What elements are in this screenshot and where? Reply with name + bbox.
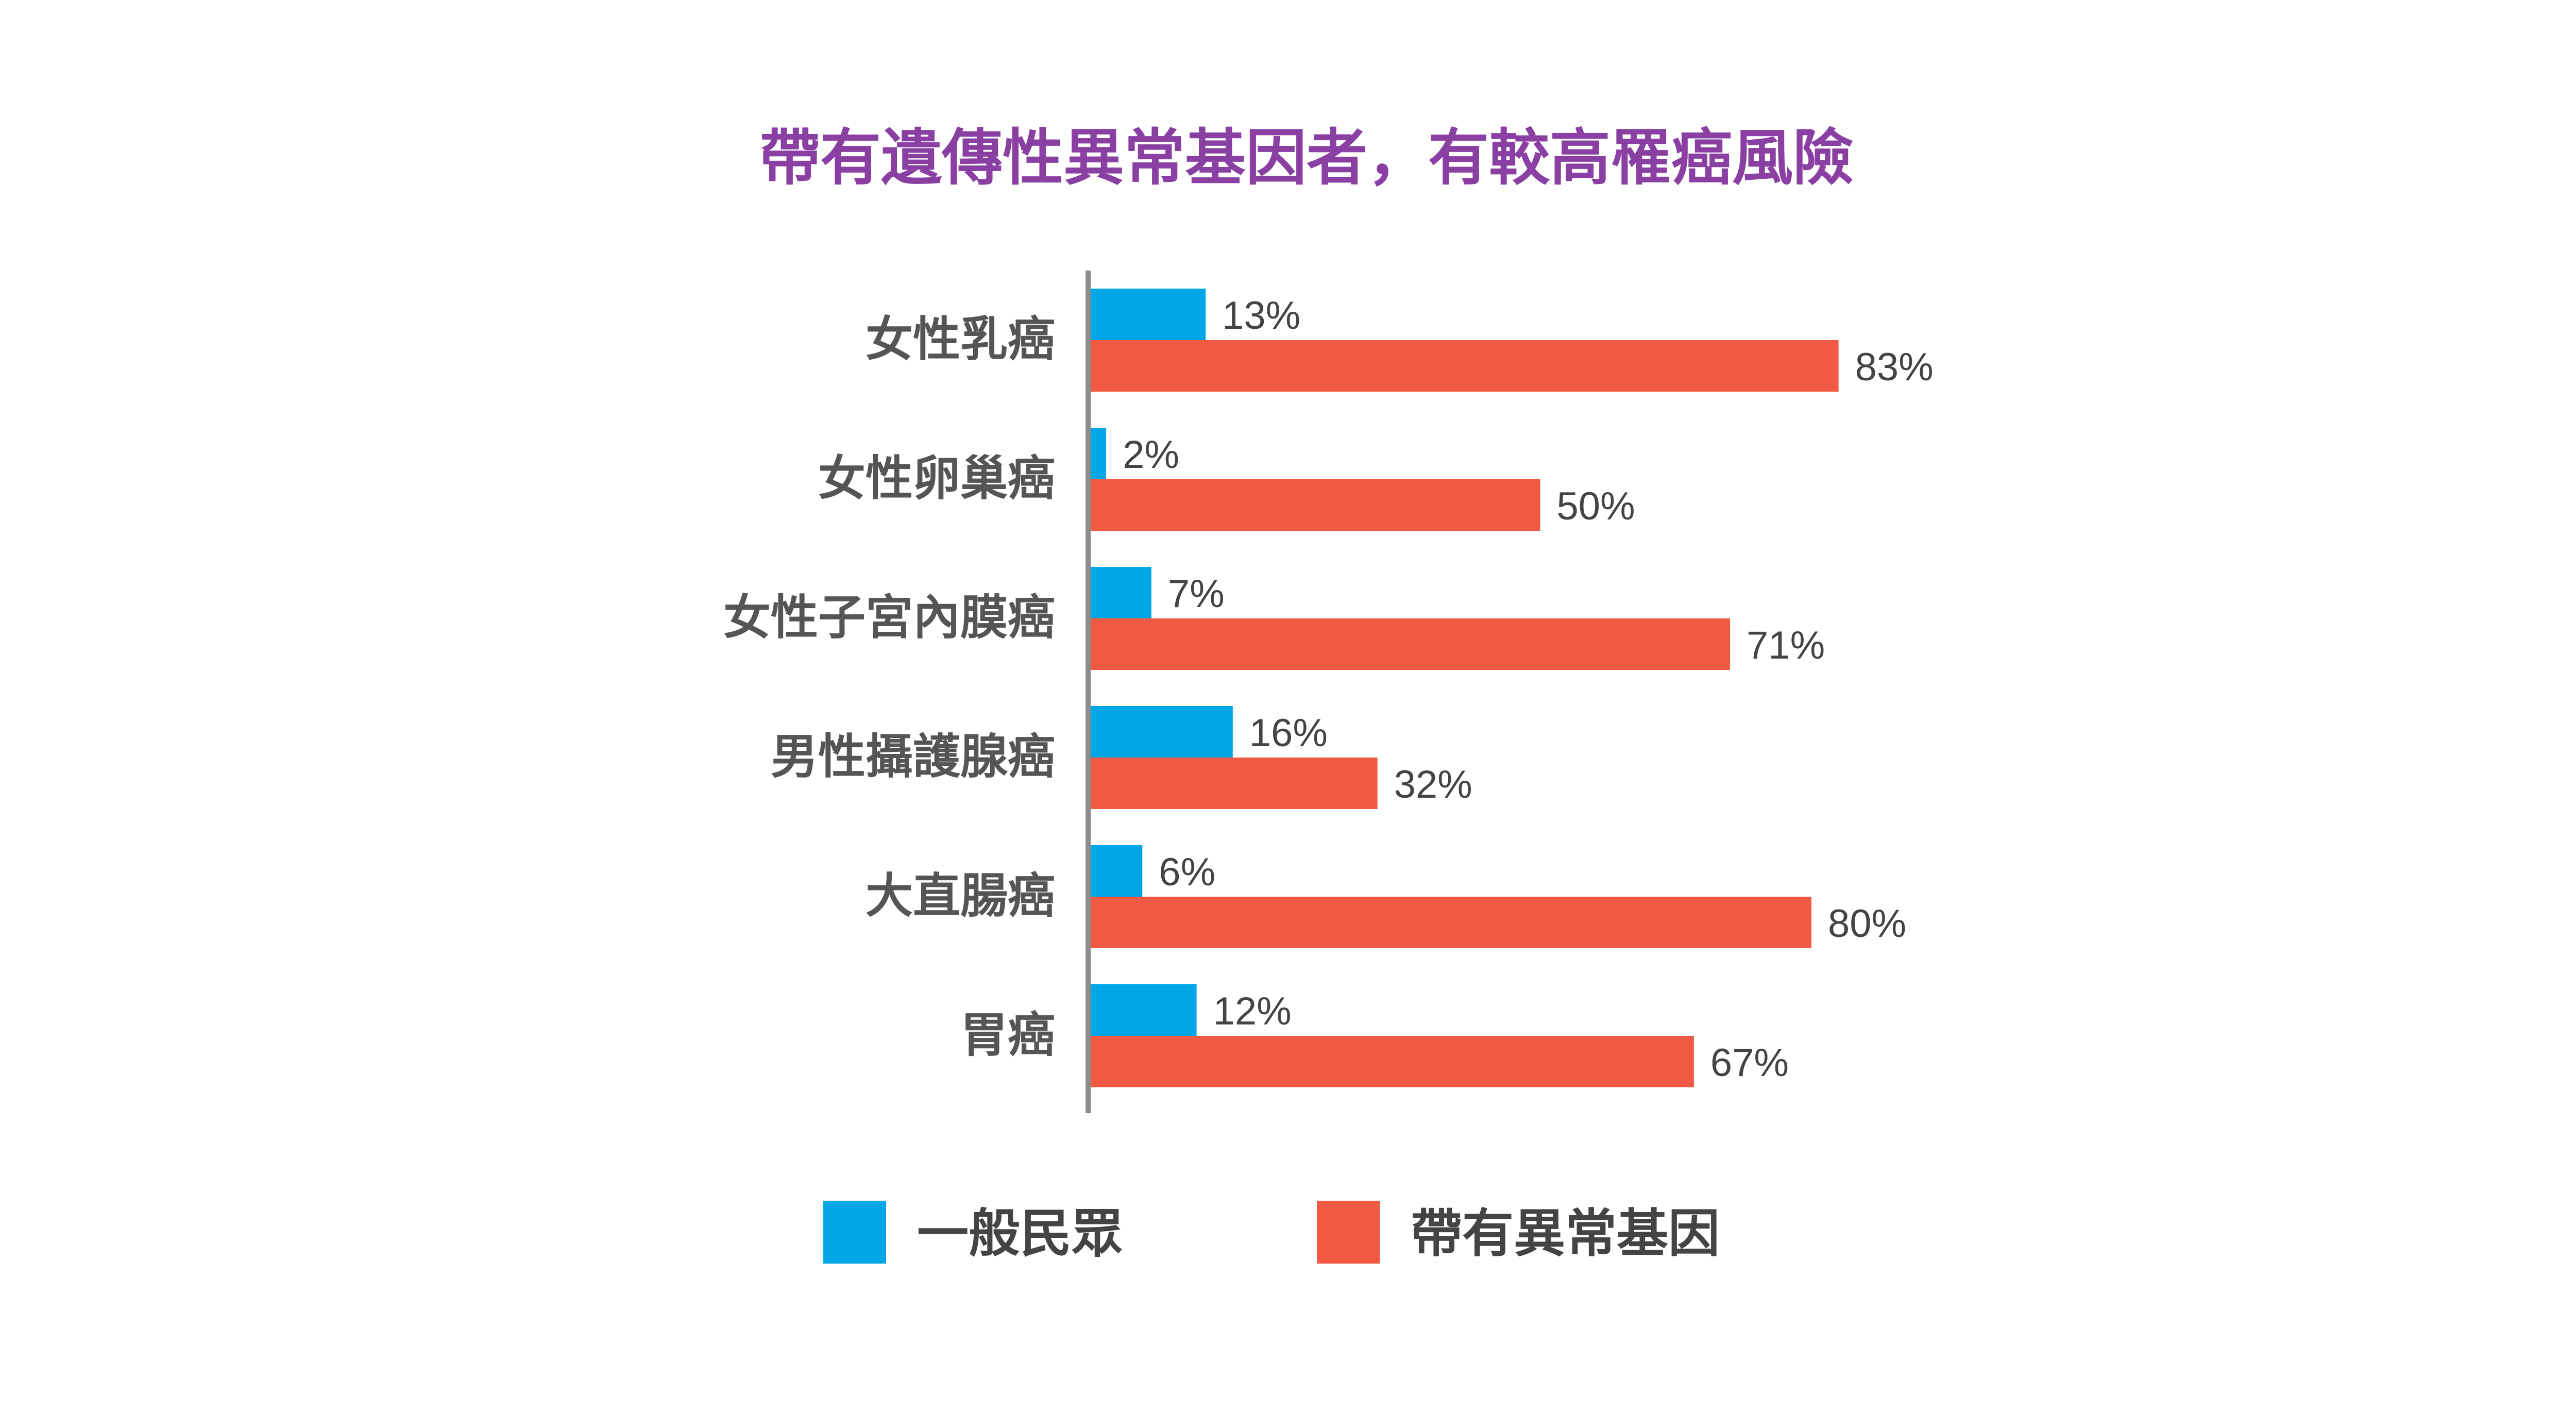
bar-general-population <box>1088 984 1197 1036</box>
bar-gene-carrier <box>1088 758 1378 809</box>
data-label: 12% <box>1213 989 1292 1033</box>
bars-group <box>1088 289 1839 1087</box>
data-label: 83% <box>1855 345 1934 389</box>
data-label: 71% <box>1747 624 1825 667</box>
category-label: 胃癌 <box>960 1007 1055 1063</box>
bar-general-population <box>1088 706 1233 758</box>
legend: 一般民眾 帶有異常基因 <box>823 1201 1720 1264</box>
data-label: 2% <box>1123 433 1179 477</box>
legend-label-gene-carrier: 帶有異常基因 <box>1411 1203 1720 1264</box>
category-label: 男性攝護腺癌 <box>771 729 1055 784</box>
legend-label-general-population: 一般民眾 <box>917 1203 1123 1264</box>
bar-general-population <box>1088 289 1206 340</box>
data-label: 50% <box>1557 484 1635 528</box>
data-label: 80% <box>1828 902 1906 946</box>
data-label: 6% <box>1159 850 1215 894</box>
category-label: 大直腸癌 <box>866 868 1055 923</box>
category-label: 女性乳癌 <box>866 312 1055 367</box>
legend-swatch-gene-carrier <box>1317 1201 1380 1264</box>
bar-gene-carrier <box>1088 340 1839 392</box>
bar-gene-carrier <box>1088 618 1731 670</box>
data-label: 32% <box>1394 763 1472 806</box>
bar-general-population <box>1088 567 1151 618</box>
bar-gene-carrier <box>1088 479 1540 531</box>
value-labels: 13% 83% 2% 50% 7% 71% 16% 32% 6% 80% 12% 67% <box>1123 294 1934 1085</box>
data-label: 13% <box>1222 294 1300 338</box>
legend-swatch-general-population <box>823 1201 886 1264</box>
data-label: 7% <box>1168 572 1225 616</box>
bar-general-population <box>1088 428 1107 479</box>
data-label: 16% <box>1249 711 1328 755</box>
category-label: 女性卵巢癌 <box>818 451 1055 506</box>
chart-title: 帶有遺傳性異常基因者，有較高罹癌風險 <box>759 122 1854 193</box>
bar-gene-carrier <box>1088 897 1811 948</box>
bar-gene-carrier <box>1088 1036 1694 1087</box>
bar-general-population <box>1088 845 1143 897</box>
category-label: 女性子宮內膜癌 <box>723 590 1055 645</box>
data-label: 67% <box>1710 1041 1789 1085</box>
